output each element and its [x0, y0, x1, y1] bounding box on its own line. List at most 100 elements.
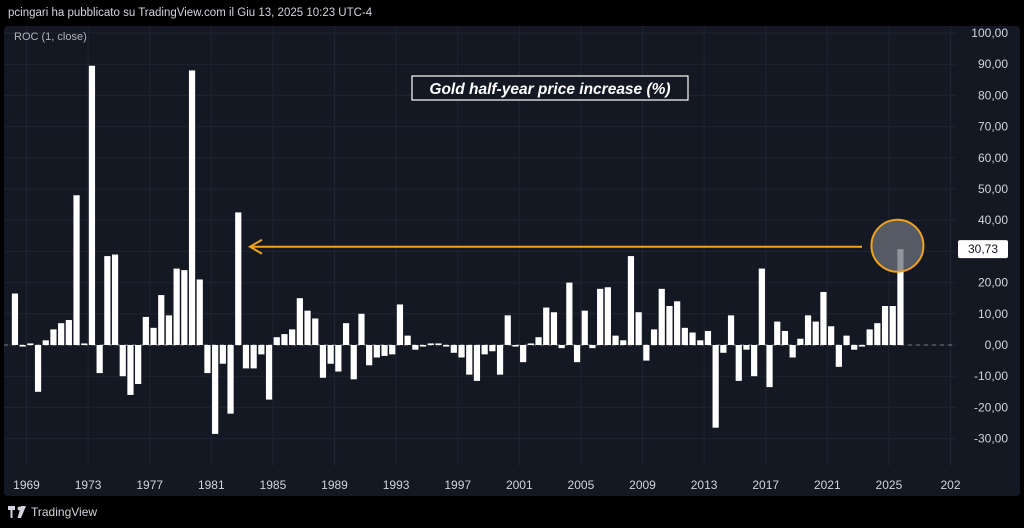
bar [142, 316, 149, 345]
bar [188, 70, 196, 345]
bar [404, 335, 411, 345]
bar [674, 301, 681, 345]
x-tick-label: 2009 [629, 478, 656, 492]
bar [296, 298, 303, 345]
bar [766, 345, 773, 388]
bar [535, 337, 542, 345]
y-tick-label: 40,00 [978, 213, 1008, 227]
bar [743, 345, 750, 350]
y-tick-label: 60,00 [978, 151, 1008, 165]
x-tick-label: 1969 [13, 478, 40, 492]
x-tick-label: 2013 [691, 478, 718, 492]
bar [589, 345, 596, 349]
bar [450, 345, 457, 353]
bar [473, 345, 481, 381]
bar [558, 345, 565, 349]
bar [65, 320, 72, 345]
roc-bar-chart[interactable]: 100,0090,0080,0070,0060,0050,0040,0030,0… [4, 26, 1020, 496]
bar [11, 293, 19, 345]
bar [635, 312, 642, 345]
bar [242, 345, 250, 369]
bar [643, 345, 650, 361]
bar [735, 345, 742, 381]
y-axis-labels: 100,0090,0080,0070,0060,0050,0040,0030,0… [971, 26, 1008, 446]
bar [774, 321, 781, 345]
bar [127, 345, 134, 395]
bar [620, 340, 627, 345]
bar [573, 345, 581, 363]
bar [50, 329, 57, 345]
bar [435, 343, 442, 345]
bar [720, 345, 727, 353]
bar [396, 304, 404, 345]
bar [250, 345, 257, 369]
bar [550, 312, 558, 345]
x-tick-label: 1989 [321, 478, 348, 492]
chart-panel[interactable]: 100,0090,0080,0070,0060,0050,0040,0030,0… [4, 26, 1020, 496]
bar [150, 327, 157, 345]
bar [219, 345, 226, 364]
bar [366, 345, 373, 366]
footer: TradingView [0, 496, 1024, 528]
last-value-badge: 30,73 [958, 240, 1008, 259]
y-tick-label: 80,00 [978, 88, 1008, 102]
bar [527, 343, 534, 345]
x-tick-label: 202 [940, 478, 960, 492]
bar [704, 330, 712, 345]
publish-info-text: pcingari ha pubblicato su TradingView.co… [8, 7, 373, 19]
bar [165, 315, 173, 345]
highlight-circle [870, 218, 925, 273]
bar [181, 270, 188, 345]
bar [81, 343, 88, 345]
bar [881, 306, 889, 345]
bar [797, 338, 804, 345]
bar [597, 288, 604, 345]
bar [289, 329, 296, 345]
chart-title-box [411, 75, 689, 101]
annotation-group [248, 218, 925, 273]
bar [874, 323, 881, 345]
bar [443, 345, 450, 347]
y-tick-label: -20,00 [974, 400, 1008, 414]
y-tick-label: 0,00 [985, 338, 1009, 352]
bar [458, 345, 465, 358]
bar [712, 345, 719, 428]
bar [42, 340, 49, 345]
x-tick-label: 1981 [198, 478, 225, 492]
x-tick-label: 2001 [506, 478, 533, 492]
y-tick-label: 10,00 [978, 307, 1008, 321]
bar [319, 345, 327, 378]
bar [381, 345, 388, 356]
bar [111, 254, 119, 345]
bar [358, 313, 365, 345]
indicator-label: ROC (1, close) [14, 31, 87, 43]
bar [104, 256, 111, 345]
bar [412, 345, 419, 350]
bar [466, 345, 473, 375]
bar [512, 345, 519, 347]
bar [843, 335, 850, 345]
bar [897, 249, 904, 345]
bar [789, 345, 796, 358]
bar [204, 345, 211, 374]
x-axis-labels: 1969 1973 1977 1981 1985 1989 1993 1997 2001 2005… [13, 478, 961, 492]
bar [389, 345, 396, 355]
bar [566, 282, 573, 345]
bar [727, 315, 735, 345]
bar [135, 345, 142, 384]
bar [281, 334, 288, 345]
bar [304, 310, 311, 345]
bar [828, 326, 835, 345]
brand[interactable]: TradingView [8, 505, 97, 519]
bar [19, 345, 26, 347]
bar [504, 315, 511, 345]
bar [689, 332, 696, 345]
bar [851, 345, 858, 350]
bar [751, 345, 758, 377]
bar [543, 307, 550, 345]
y-tick-label: 50,00 [978, 182, 1008, 196]
bar [419, 345, 427, 347]
bar [27, 343, 34, 345]
y-tick-label: 70,00 [978, 120, 1008, 134]
bar [327, 345, 334, 364]
